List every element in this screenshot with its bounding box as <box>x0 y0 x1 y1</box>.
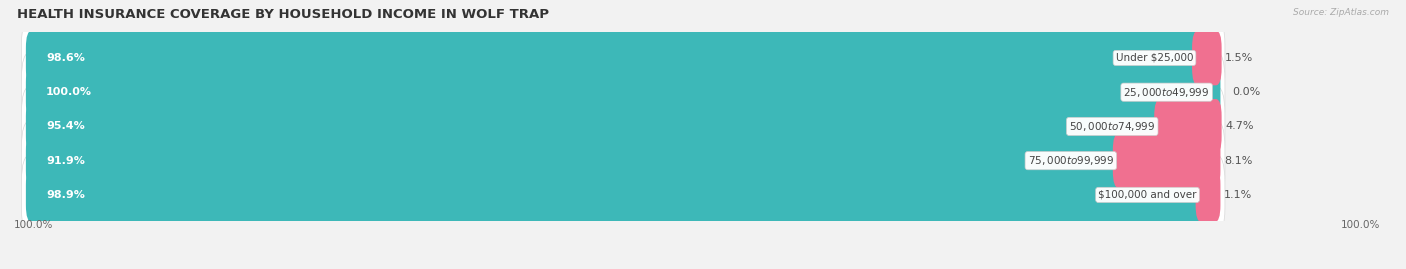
Text: 4.7%: 4.7% <box>1225 121 1254 132</box>
Legend: With Coverage, Without Coverage: With Coverage, Without Coverage <box>488 267 725 269</box>
Text: 8.1%: 8.1% <box>1225 156 1253 166</box>
Text: Source: ZipAtlas.com: Source: ZipAtlas.com <box>1294 8 1389 17</box>
Text: 98.6%: 98.6% <box>46 53 84 63</box>
Text: $50,000 to $74,999: $50,000 to $74,999 <box>1069 120 1156 133</box>
Text: 1.5%: 1.5% <box>1225 53 1253 63</box>
Text: 91.9%: 91.9% <box>46 156 84 166</box>
FancyBboxPatch shape <box>1154 99 1222 154</box>
Text: $100,000 and over: $100,000 and over <box>1098 190 1197 200</box>
Text: 0.0%: 0.0% <box>1232 87 1261 97</box>
FancyBboxPatch shape <box>25 99 1166 154</box>
FancyBboxPatch shape <box>25 133 1125 188</box>
FancyBboxPatch shape <box>25 31 1204 85</box>
Text: 1.1%: 1.1% <box>1225 190 1253 200</box>
Text: 100.0%: 100.0% <box>46 87 91 97</box>
FancyBboxPatch shape <box>21 17 1225 98</box>
Text: HEALTH INSURANCE COVERAGE BY HOUSEHOLD INCOME IN WOLF TRAP: HEALTH INSURANCE COVERAGE BY HOUSEHOLD I… <box>17 8 548 21</box>
FancyBboxPatch shape <box>25 168 1208 222</box>
FancyBboxPatch shape <box>21 52 1225 133</box>
Text: 100.0%: 100.0% <box>14 220 53 229</box>
Text: $25,000 to $49,999: $25,000 to $49,999 <box>1123 86 1209 99</box>
Text: 95.4%: 95.4% <box>46 121 84 132</box>
Text: 100.0%: 100.0% <box>1341 220 1381 229</box>
FancyBboxPatch shape <box>1192 31 1222 85</box>
FancyBboxPatch shape <box>1195 168 1220 222</box>
FancyBboxPatch shape <box>21 120 1225 201</box>
FancyBboxPatch shape <box>1112 133 1220 188</box>
Text: Under $25,000: Under $25,000 <box>1116 53 1194 63</box>
Text: 98.9%: 98.9% <box>46 190 84 200</box>
FancyBboxPatch shape <box>21 154 1225 235</box>
FancyBboxPatch shape <box>21 86 1225 167</box>
Text: $75,000 to $99,999: $75,000 to $99,999 <box>1028 154 1114 167</box>
FancyBboxPatch shape <box>25 65 1220 120</box>
